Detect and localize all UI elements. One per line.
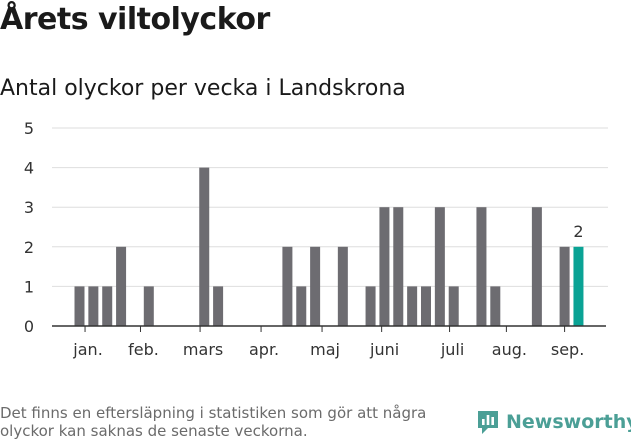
bar — [337, 246, 348, 326]
x-tick-label-month: juli — [440, 340, 464, 359]
labels: 0 1 2 3 4 5 2 jan. feb. mars apr. maj juni juli aug. se… — [24, 119, 584, 359]
x-tick-label-month: juni — [369, 340, 399, 359]
bar — [448, 286, 459, 326]
footnote: Det finns en eftersläpning i statistiken… — [0, 404, 427, 440]
bar — [296, 286, 307, 326]
newsworthy-logo-icon — [478, 411, 498, 434]
bar — [102, 286, 113, 326]
x-axis — [52, 325, 606, 332]
newsworthy-brand: Newsworthy — [506, 411, 631, 433]
data-label-current-week: 2 — [573, 222, 583, 241]
bar — [531, 207, 542, 326]
y-tick-label: 5 — [24, 119, 34, 138]
x-tick-label-month: apr. — [249, 340, 279, 359]
y-tick-label: 2 — [24, 238, 34, 257]
bar-chart: 0 1 2 3 4 5 2 jan. feb. mars apr. maj juni juli aug. se… — [24, 119, 608, 359]
bar-current-week — [573, 246, 584, 326]
bar — [213, 286, 224, 326]
x-tick-label-month: maj — [310, 340, 340, 359]
bar — [88, 286, 99, 326]
bar — [143, 286, 154, 326]
bar — [199, 167, 210, 326]
x-tick-label-month: jan. — [72, 340, 102, 359]
x-tick-label-month: feb. — [128, 340, 159, 359]
bar — [74, 286, 85, 326]
bar — [310, 246, 321, 326]
bar — [282, 246, 293, 326]
bar — [490, 286, 501, 326]
bar — [407, 286, 418, 326]
y-tick-label: 1 — [24, 277, 34, 296]
bar — [393, 207, 404, 326]
bar — [379, 207, 390, 326]
bar — [476, 207, 487, 326]
bar — [559, 246, 570, 326]
y-tick-label: 0 — [24, 317, 34, 336]
bar — [421, 286, 431, 326]
bar — [434, 207, 445, 326]
x-tick-label-month: sep. — [551, 340, 584, 359]
chart-subtitle: Antal olyckor per vecka i Landskrona — [0, 76, 406, 101]
y-tick-label: 4 — [24, 159, 34, 178]
bar — [365, 286, 376, 326]
newsworthy-logo: Newsworthy — [476, 409, 631, 435]
x-tick-label-month: mars — [183, 340, 223, 359]
chart-title: Årets viltolyckor — [0, 2, 270, 37]
x-tick-label-month: aug. — [492, 340, 527, 359]
gridlines — [52, 127, 608, 287]
bars — [74, 167, 584, 326]
y-tick-label: 3 — [24, 198, 34, 217]
bar — [116, 246, 127, 326]
